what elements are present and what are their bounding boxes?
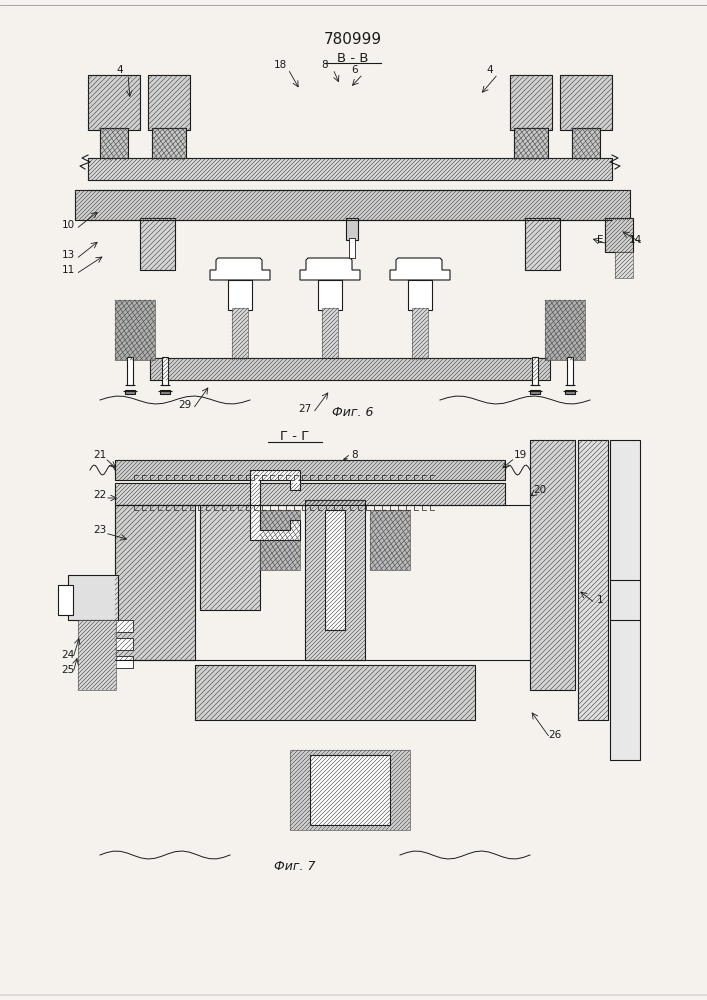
Polygon shape (322, 308, 338, 360)
Polygon shape (150, 358, 550, 380)
Polygon shape (567, 357, 573, 385)
Text: 13: 13 (62, 250, 75, 260)
Polygon shape (232, 308, 248, 360)
Text: Фиг. 7: Фиг. 7 (274, 860, 316, 874)
Text: 20: 20 (534, 485, 547, 495)
Polygon shape (115, 656, 133, 668)
Polygon shape (115, 300, 155, 360)
Polygon shape (310, 755, 390, 825)
Text: 26: 26 (549, 730, 561, 740)
Text: Фиг. 6: Фиг. 6 (332, 406, 374, 418)
Polygon shape (195, 665, 475, 720)
Polygon shape (532, 357, 538, 385)
Text: 27: 27 (298, 404, 312, 414)
Polygon shape (408, 280, 432, 310)
Text: 14: 14 (629, 235, 642, 245)
Text: 21: 21 (93, 450, 107, 460)
Polygon shape (260, 510, 300, 570)
Text: 11: 11 (62, 265, 75, 275)
Polygon shape (300, 258, 360, 280)
Polygon shape (228, 280, 252, 310)
Polygon shape (530, 390, 540, 394)
Text: 19: 19 (513, 450, 527, 460)
Polygon shape (412, 308, 428, 360)
Text: 22: 22 (93, 490, 107, 500)
Text: E: E (597, 235, 603, 245)
Polygon shape (572, 128, 600, 160)
Text: 10: 10 (62, 220, 74, 230)
Polygon shape (349, 238, 355, 258)
Polygon shape (58, 585, 73, 615)
Text: В - В: В - В (337, 51, 369, 64)
Polygon shape (115, 460, 505, 480)
Polygon shape (152, 128, 186, 160)
Polygon shape (88, 75, 140, 130)
Polygon shape (162, 357, 168, 385)
Polygon shape (115, 483, 505, 505)
Text: 25: 25 (62, 665, 75, 675)
Polygon shape (100, 128, 128, 160)
Polygon shape (88, 158, 612, 180)
Polygon shape (390, 258, 450, 280)
Polygon shape (530, 440, 575, 690)
Polygon shape (200, 505, 260, 610)
Polygon shape (115, 505, 195, 660)
Polygon shape (160, 390, 170, 394)
Polygon shape (290, 750, 410, 830)
Polygon shape (68, 575, 118, 620)
Polygon shape (615, 252, 633, 278)
Text: Г - Г: Г - Г (281, 430, 310, 444)
Polygon shape (140, 218, 175, 270)
Polygon shape (115, 638, 133, 650)
Polygon shape (514, 128, 548, 160)
Text: 780999: 780999 (324, 32, 382, 47)
Text: 23: 23 (93, 525, 107, 535)
Text: 24: 24 (62, 650, 75, 660)
Polygon shape (75, 190, 630, 220)
Ellipse shape (317, 758, 382, 822)
Polygon shape (305, 500, 365, 660)
Text: 29: 29 (178, 400, 192, 410)
Polygon shape (370, 510, 410, 570)
Text: 8: 8 (351, 450, 358, 460)
Text: 4: 4 (117, 65, 123, 75)
Ellipse shape (330, 770, 370, 810)
Polygon shape (325, 510, 345, 630)
Polygon shape (525, 218, 560, 270)
Polygon shape (578, 440, 608, 720)
Polygon shape (565, 390, 575, 394)
Text: 6: 6 (351, 65, 358, 75)
Polygon shape (250, 470, 300, 540)
Polygon shape (115, 620, 133, 632)
Polygon shape (210, 258, 270, 280)
Polygon shape (605, 218, 633, 252)
Polygon shape (560, 75, 612, 130)
Polygon shape (148, 75, 190, 130)
Polygon shape (610, 440, 640, 760)
Polygon shape (127, 357, 133, 385)
Text: 1: 1 (597, 595, 603, 605)
Ellipse shape (342, 782, 358, 798)
Text: 4: 4 (486, 65, 493, 75)
Polygon shape (346, 218, 358, 240)
Polygon shape (510, 75, 552, 130)
Polygon shape (545, 300, 585, 360)
Polygon shape (318, 280, 342, 310)
Polygon shape (125, 390, 135, 394)
Text: 18: 18 (274, 60, 286, 70)
Polygon shape (78, 620, 116, 690)
Text: 8: 8 (322, 60, 328, 70)
